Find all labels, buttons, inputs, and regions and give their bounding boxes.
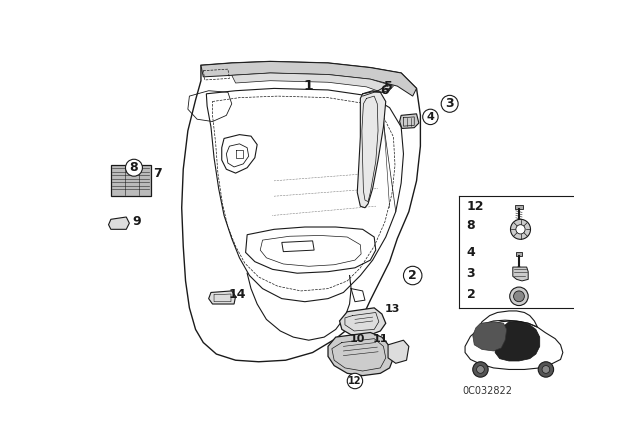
Text: 3: 3 [467, 267, 476, 280]
Text: 5: 5 [384, 80, 392, 93]
Polygon shape [495, 322, 540, 361]
Polygon shape [209, 291, 236, 304]
Text: 4: 4 [426, 112, 435, 122]
Polygon shape [201, 61, 417, 96]
Polygon shape [516, 252, 522, 255]
Text: 3: 3 [445, 97, 454, 110]
Text: 4: 4 [467, 246, 476, 259]
Polygon shape [340, 308, 386, 335]
Circle shape [509, 287, 528, 306]
Circle shape [538, 362, 554, 377]
Text: 2: 2 [408, 269, 417, 282]
Text: 10: 10 [349, 334, 365, 344]
Circle shape [513, 291, 524, 302]
Text: 8: 8 [130, 161, 138, 174]
Polygon shape [515, 205, 523, 209]
Text: 1: 1 [304, 79, 314, 93]
Text: 12: 12 [348, 376, 362, 386]
Text: 11: 11 [372, 334, 388, 344]
Polygon shape [109, 217, 129, 229]
Polygon shape [328, 332, 394, 375]
Text: 2: 2 [467, 288, 476, 301]
Polygon shape [399, 114, 419, 129]
Circle shape [511, 220, 531, 239]
Circle shape [477, 366, 484, 373]
Text: 14: 14 [228, 288, 246, 301]
Text: 0C032822: 0C032822 [463, 386, 513, 396]
Text: 6: 6 [380, 84, 389, 97]
Polygon shape [388, 340, 409, 363]
Text: 13: 13 [384, 304, 399, 314]
Circle shape [422, 109, 438, 125]
Circle shape [441, 95, 458, 112]
Polygon shape [357, 91, 386, 208]
Polygon shape [473, 322, 507, 351]
Polygon shape [513, 267, 528, 281]
Text: 8: 8 [467, 219, 476, 232]
Text: 7: 7 [153, 167, 161, 180]
Text: 9: 9 [132, 215, 141, 228]
Polygon shape [111, 165, 151, 196]
Circle shape [516, 225, 525, 234]
Circle shape [517, 267, 521, 271]
Polygon shape [232, 73, 394, 94]
Circle shape [348, 373, 363, 389]
Circle shape [542, 366, 550, 373]
Text: 12: 12 [467, 200, 484, 213]
Circle shape [403, 266, 422, 285]
Circle shape [125, 159, 143, 176]
Circle shape [473, 362, 488, 377]
